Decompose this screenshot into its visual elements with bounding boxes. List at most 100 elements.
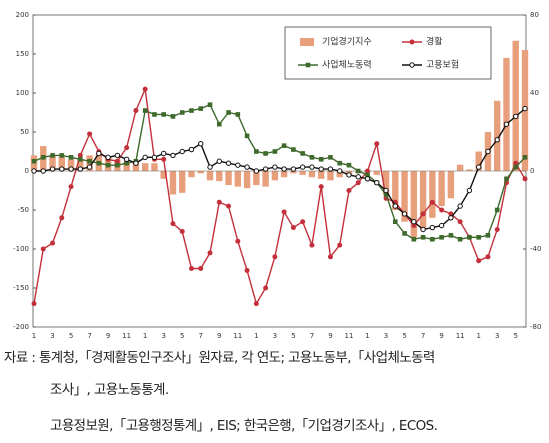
marker <box>31 158 37 164</box>
marker <box>87 131 93 137</box>
source-note: 고용정보원,「고용행정통계」, EIS; 한국은행,「기업경기조사」, ECOS… <box>50 418 438 434</box>
legend-label: 사업체노동력 <box>322 59 372 71</box>
marker <box>411 219 417 225</box>
bar <box>466 169 473 171</box>
marker <box>457 203 463 209</box>
marker <box>346 188 352 193</box>
marker <box>207 250 213 256</box>
marker <box>374 141 380 147</box>
x-tick-label: 11 <box>122 332 131 340</box>
x-tick-label: 1 <box>143 332 147 340</box>
x-tick-label: 9 <box>439 332 443 340</box>
marker <box>299 164 306 170</box>
x-tick-label: 5 <box>402 332 406 340</box>
bar <box>132 161 140 171</box>
marker <box>429 199 435 205</box>
bar <box>512 40 519 171</box>
bar <box>253 171 260 186</box>
bar <box>410 171 418 238</box>
marker <box>40 168 46 174</box>
y2-tick-label: 80 <box>530 11 539 19</box>
y2-tick-label: -80 <box>530 323 541 331</box>
marker <box>438 222 445 229</box>
x-tick-label: 3 <box>161 332 165 340</box>
legend-box <box>284 26 492 80</box>
marker <box>485 233 491 238</box>
marker <box>467 235 472 240</box>
x-tick-label: 7 <box>199 332 203 340</box>
marker <box>485 254 491 260</box>
y-tick-label: 50 <box>20 128 29 136</box>
marker <box>522 105 528 112</box>
marker <box>105 154 111 161</box>
marker <box>262 166 269 172</box>
x-tick-label: 1 <box>254 332 258 340</box>
source-note: 조사」, 고용노동통계. <box>50 382 169 398</box>
marker <box>77 152 83 158</box>
bar <box>49 155 56 171</box>
marker <box>411 236 417 242</box>
chart: -200-150-100-50050100150200-80-40040801'… <box>13 11 541 340</box>
marker <box>170 221 176 227</box>
x-tick-label: 5 <box>180 332 184 340</box>
marker <box>494 227 500 232</box>
marker <box>383 187 389 194</box>
marker <box>198 141 204 147</box>
marker <box>327 166 334 172</box>
marker <box>161 156 167 162</box>
bar <box>58 156 65 171</box>
bar <box>475 151 482 171</box>
marker <box>513 164 519 170</box>
marker <box>179 110 185 115</box>
marker <box>309 242 315 248</box>
marker <box>253 301 259 307</box>
marker <box>346 162 352 168</box>
bar <box>179 171 186 193</box>
marker <box>114 158 120 164</box>
bar <box>141 163 149 171</box>
marker <box>328 155 333 160</box>
y2-tick-label: -40 <box>530 245 541 253</box>
marker <box>475 164 482 170</box>
marker <box>337 160 343 166</box>
legend-marker <box>409 62 415 68</box>
marker <box>235 162 241 168</box>
marker <box>355 174 361 180</box>
legend-label: 기업경기지수 <box>322 36 372 48</box>
bar <box>327 171 334 181</box>
y-tick-label: -100 <box>13 245 29 253</box>
marker <box>522 155 528 160</box>
bar <box>336 171 343 178</box>
marker <box>420 211 426 217</box>
y-tick-label: -50 <box>18 206 29 214</box>
marker <box>318 166 324 172</box>
x-tick-label: 1 <box>32 332 36 340</box>
marker <box>244 164 250 170</box>
bar <box>160 171 167 179</box>
marker <box>226 110 231 115</box>
marker <box>522 176 528 182</box>
marker <box>346 172 352 178</box>
x-tick-label: 11 <box>345 332 354 340</box>
marker <box>513 160 519 166</box>
marker <box>189 108 194 113</box>
marker <box>50 240 56 246</box>
marker <box>439 235 444 240</box>
marker <box>96 160 102 166</box>
bar <box>67 159 75 171</box>
marker <box>59 153 65 158</box>
y2-tick-label: 40 <box>530 89 539 97</box>
marker <box>504 176 509 182</box>
marker <box>235 112 241 117</box>
bar <box>225 171 232 186</box>
bar <box>382 171 390 195</box>
marker <box>476 235 481 240</box>
bar <box>494 100 501 171</box>
bar <box>271 171 279 181</box>
marker <box>420 235 426 240</box>
marker <box>207 102 213 107</box>
marker <box>337 168 343 174</box>
marker <box>105 162 111 168</box>
bar <box>216 171 223 182</box>
marker <box>31 168 37 174</box>
